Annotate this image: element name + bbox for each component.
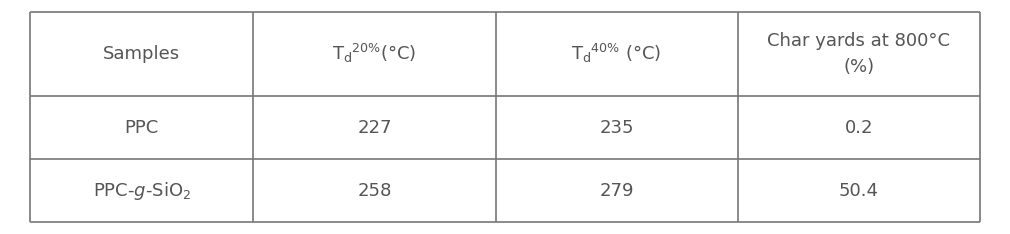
Text: 279: 279 — [599, 182, 634, 200]
Text: 227: 227 — [358, 119, 392, 136]
Text: (%): (%) — [843, 58, 875, 76]
Text: PPC-$\mathit{g}$-SiO$_\mathregular{2}$: PPC-$\mathit{g}$-SiO$_\mathregular{2}$ — [93, 180, 191, 202]
Text: PPC: PPC — [124, 119, 159, 136]
Text: Char yards at 800°C: Char yards at 800°C — [768, 32, 950, 50]
Text: Samples: Samples — [103, 45, 181, 63]
Text: T$_\mathregular{d}$$^{\mathregular{40\%}}$ (°C): T$_\mathregular{d}$$^{\mathregular{40\%}… — [572, 42, 662, 65]
Text: 258: 258 — [358, 182, 392, 200]
Text: 235: 235 — [599, 119, 634, 136]
Text: 50.4: 50.4 — [838, 182, 879, 200]
Text: T$_\mathregular{d}$$^{\mathregular{20\%}}$(°C): T$_\mathregular{d}$$^{\mathregular{20\%}… — [332, 42, 417, 65]
Text: 0.2: 0.2 — [844, 119, 873, 136]
